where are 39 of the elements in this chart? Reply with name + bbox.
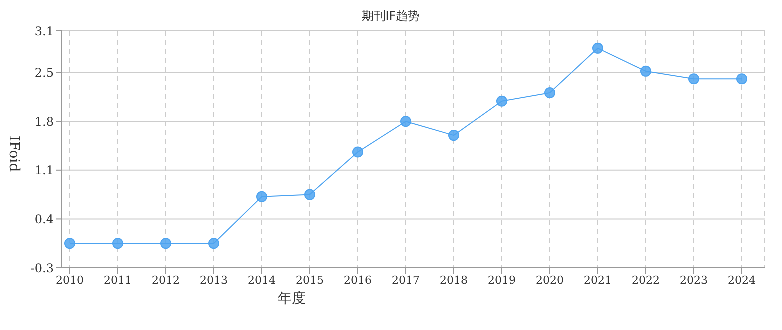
y-tick-label: 2.5 <box>34 66 54 80</box>
y-tick-label: 1.1 <box>34 164 54 178</box>
point <box>160 238 172 250</box>
x-tick-label: 2022 <box>632 274 660 287</box>
point <box>64 238 76 250</box>
point <box>448 130 460 142</box>
point <box>592 42 604 54</box>
point <box>208 238 220 250</box>
point <box>256 191 268 202</box>
x-tick-label: 2019 <box>488 274 516 287</box>
point <box>736 74 748 85</box>
x-tick-label: 2015 <box>296 274 324 287</box>
x-tick-label: 2013 <box>200 274 228 287</box>
x-tick-label: 2016 <box>344 274 372 287</box>
y-tick-label: -0.3 <box>30 261 54 276</box>
x-tick-label: 2020 <box>536 274 564 287</box>
x-tick-label: 2010 <box>56 274 84 287</box>
y-tick-label: 0.4 <box>34 212 54 226</box>
chart-title: 期刊IF趋势 <box>360 8 422 25</box>
y-tick-label: 3.1 <box>34 24 54 38</box>
y-tick-label: 1.8 <box>34 114 54 129</box>
point <box>112 238 124 250</box>
x-tick-label: 2024 <box>728 274 756 287</box>
x-tick-label: 2011 <box>104 274 132 287</box>
x-tick-label: 2012 <box>152 274 180 287</box>
point <box>544 88 556 99</box>
x-tick-label: 2017 <box>392 274 420 287</box>
x-tick-label: 2018 <box>440 274 468 287</box>
y-axis-title: IFoid <box>6 134 22 174</box>
point <box>640 66 652 77</box>
x-tick-label: 2023 <box>680 274 708 287</box>
point <box>304 189 316 200</box>
point <box>688 74 700 85</box>
x-tick-label: 2021 <box>584 274 612 287</box>
point <box>496 96 508 107</box>
point <box>352 146 364 158</box>
x-tick-label: 2014 <box>248 274 276 287</box>
point <box>400 116 412 128</box>
x-axis-title: 年度 <box>278 290 306 308</box>
